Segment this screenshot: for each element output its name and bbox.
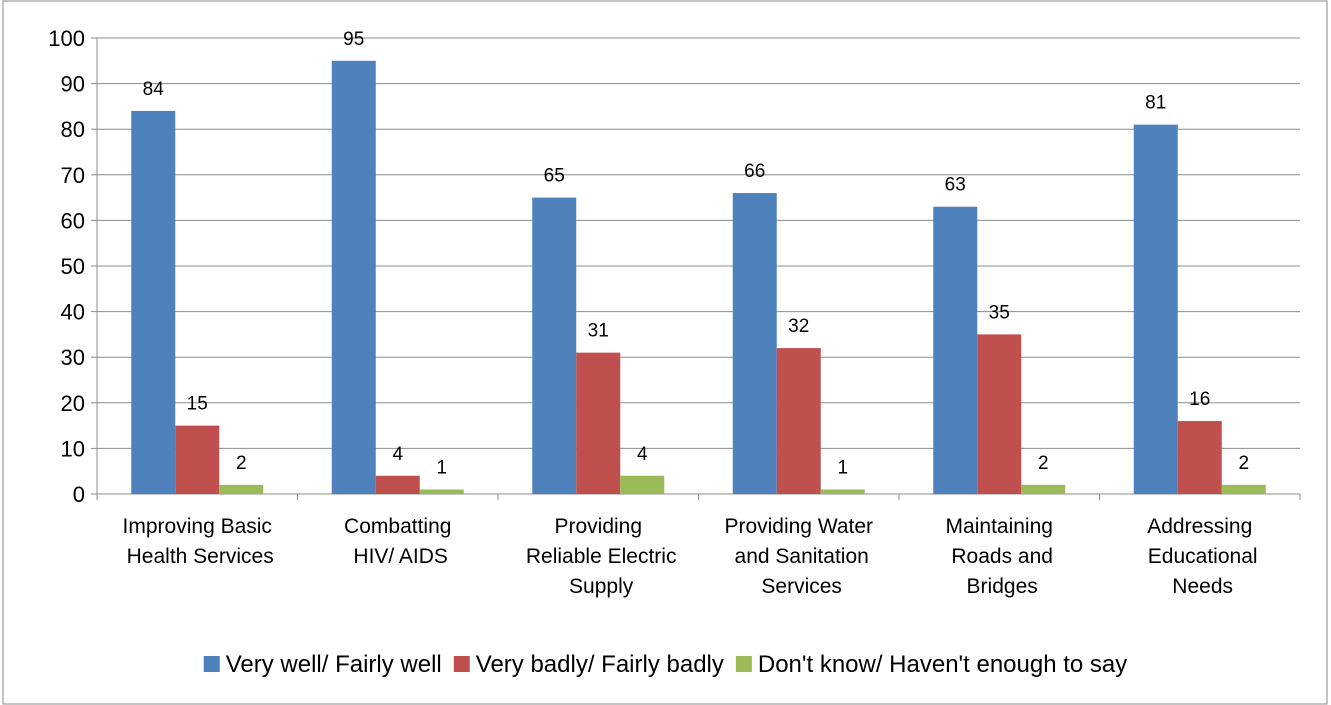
y-tick-label: 80 [61, 117, 85, 142]
legend-swatch [735, 656, 752, 672]
x-tick-label: Maintaining Roads and Bridges [946, 515, 1053, 598]
y-tick-label: 60 [61, 208, 85, 233]
x-tick-label: Providing Water and Sanitation Services [724, 515, 873, 598]
data-label: 66 [744, 161, 765, 182]
x-tick-label: Providing Reliable Electric Supply [520, 515, 676, 598]
legend-label: Don't know/ Haven't enough to say [758, 651, 1127, 678]
bar [131, 110, 176, 495]
bar [933, 206, 978, 494]
data-label: 84 [143, 79, 165, 100]
legend-swatch [203, 656, 220, 672]
data-label: 1 [436, 457, 447, 478]
y-tick-label: 50 [61, 254, 85, 279]
data-label: 81 [1145, 93, 1166, 114]
bar [219, 484, 264, 494]
data-label: 31 [588, 321, 609, 342]
bar [977, 334, 1022, 494]
bar [419, 489, 464, 494]
data-label: 2 [1238, 453, 1249, 474]
y-tick-label: 10 [61, 436, 85, 461]
y-tick-label: 100 [48, 26, 85, 51]
data-label: 2 [1038, 453, 1049, 474]
data-label: 63 [945, 175, 966, 196]
legend-label: Very well/ Fairly well [226, 651, 442, 678]
y-tick-label: 90 [61, 72, 85, 97]
bar [576, 352, 621, 494]
bar [776, 348, 821, 494]
x-tick-label: Improving Basic Health Services [121, 515, 274, 568]
data-label: 35 [989, 302, 1010, 323]
bar [820, 489, 865, 494]
bar [331, 60, 376, 495]
bar [532, 197, 577, 494]
data-label: 4 [392, 444, 403, 465]
y-tick-label: 0 [73, 482, 85, 507]
bar [1177, 421, 1222, 494]
legend-swatch [453, 656, 470, 672]
y-tick-label: 30 [61, 345, 85, 370]
bar [732, 193, 777, 495]
data-label: 15 [187, 394, 208, 415]
bar [1021, 484, 1066, 494]
x-tick-label: Combatting HIV/ AIDS [344, 515, 451, 568]
y-tick-label: 70 [61, 163, 85, 188]
bar [1221, 484, 1266, 494]
y-tick-label: 40 [61, 300, 85, 325]
legend-label: Very badly/ Fairly badly [476, 651, 724, 678]
y-tick-label: 20 [61, 391, 85, 416]
bar [1133, 124, 1178, 494]
x-tick-label: Addressing Educational Needs [1142, 515, 1258, 598]
data-label: 32 [788, 316, 809, 337]
data-label: 1 [837, 457, 848, 478]
data-label: 16 [1189, 389, 1210, 410]
bar [175, 425, 220, 494]
data-label: 95 [343, 29, 364, 50]
bar [375, 475, 420, 494]
bar [620, 475, 665, 494]
data-label: 65 [544, 166, 565, 187]
data-label: 2 [236, 453, 247, 474]
data-label: 4 [637, 444, 648, 465]
